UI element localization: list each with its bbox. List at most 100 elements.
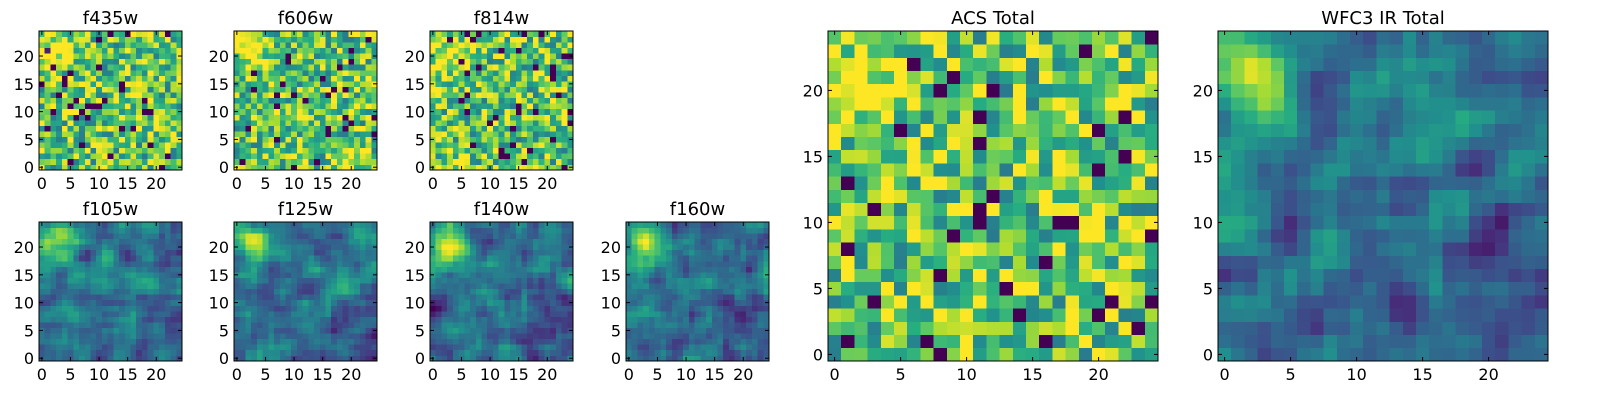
heatmap-cell: [452, 227, 459, 234]
heatmap-cell: [153, 305, 160, 312]
heatmap-cell: [666, 249, 673, 256]
heatmap-cell: [90, 97, 97, 104]
heatmap-cell: [354, 108, 361, 115]
heatmap-cell: [84, 238, 91, 245]
heatmap-cell: [268, 349, 275, 356]
heatmap-cell: [50, 338, 57, 345]
heatmap-cell: [470, 75, 477, 82]
heatmap-cell: [538, 333, 545, 340]
heatmap-cell: [319, 322, 326, 328]
heatmap-cell: [452, 81, 459, 87]
heatmap-cell: [532, 277, 540, 284]
heatmap-cell: [342, 349, 349, 356]
heatmap-cell: [73, 164, 80, 171]
heatmap-cell: [880, 242, 895, 256]
heatmap-cell: [342, 136, 349, 143]
heatmap-cell: [239, 227, 246, 234]
heatmap-cell: [867, 242, 882, 256]
heatmap-cell: [73, 158, 80, 165]
heatmap-cell: [256, 249, 263, 256]
heatmap-cell: [470, 97, 477, 104]
heatmap-cell: [39, 333, 46, 340]
heatmap-cell: [527, 277, 534, 284]
heatmap-cell: [1052, 202, 1066, 217]
heatmap-cell: [239, 322, 246, 328]
heatmap-cell: [435, 31, 442, 37]
heatmap-cell: [626, 305, 633, 312]
heatmap-cell: [430, 238, 437, 245]
heatmap-cell: [325, 288, 332, 295]
heatmap-cell: [946, 202, 961, 217]
heatmap-cell: [544, 64, 551, 71]
heatmap-cell: [515, 147, 522, 154]
heatmap-cell: [39, 86, 46, 93]
heatmap-cell: [854, 176, 868, 190]
heatmap-cell: [147, 222, 154, 228]
y-tick-label: 15: [405, 266, 425, 285]
heatmap-cell: [67, 53, 74, 60]
heatmap-cell: [458, 147, 465, 154]
heatmap-cell: [521, 266, 528, 273]
heatmap-cell: [285, 355, 292, 362]
heatmap-cell: [504, 142, 511, 149]
heatmap-cell: [153, 119, 160, 126]
heatmap-cell: [44, 147, 51, 154]
heatmap-cell: [1144, 202, 1159, 217]
heatmap-cell: [159, 31, 166, 37]
heatmap-cell: [113, 288, 120, 295]
heatmap-cell: [101, 310, 108, 317]
heatmap-cell: [933, 229, 948, 243]
heatmap-cell: [354, 349, 361, 356]
heatmap-cell: [170, 222, 177, 228]
x-tick-label: 15: [312, 174, 332, 193]
heatmap-cell: [325, 316, 332, 323]
heatmap-cell: [487, 42, 494, 49]
heatmap-cell: [492, 283, 499, 290]
heatmap-cell: [302, 310, 309, 317]
y-tick-label: 20: [14, 47, 34, 66]
heatmap-cell: [470, 260, 477, 267]
heatmap-cell: [907, 176, 921, 190]
heatmap-cell: [527, 238, 534, 245]
heatmap-cell: [711, 299, 718, 306]
heatmap-cell: [694, 299, 701, 306]
heatmap-cell: [308, 349, 315, 356]
heatmap-cell: [751, 299, 758, 306]
heatmap-cell: [153, 249, 160, 256]
heatmap-cell: [325, 310, 332, 317]
heatmap-cell: [101, 58, 108, 65]
y-tick-label: 15: [14, 266, 34, 285]
heatmap-cell: [498, 119, 505, 126]
heatmap-cell: [470, 125, 477, 132]
heatmap-cell: [430, 233, 437, 240]
heatmap-cell: [56, 277, 63, 284]
heatmap-cell: [746, 244, 753, 251]
heatmap-cell: [538, 103, 545, 110]
heatmap-cell: [631, 222, 638, 228]
heatmap-cell: [67, 136, 74, 143]
heatmap-cell: [561, 64, 568, 71]
heatmap-cell: [61, 327, 68, 334]
heatmap-cell: [527, 164, 534, 171]
heatmap-cell: [279, 305, 286, 312]
heatmap-cell: [435, 277, 442, 284]
heatmap-cell: [234, 119, 241, 126]
heatmap-cell: [561, 36, 568, 43]
heatmap-cell: [147, 64, 154, 71]
heatmap-cell: [147, 53, 154, 60]
heatmap-cell: [130, 244, 137, 251]
heatmap-cell: [487, 249, 494, 256]
heatmap-cell: [430, 97, 437, 104]
heatmap-cell: [475, 233, 482, 240]
heatmap-cell: [1092, 281, 1106, 296]
heatmap-cell: [119, 64, 126, 71]
heatmap-cell: [268, 227, 275, 234]
heatmap-cell: [555, 36, 562, 43]
heatmap-cell: [660, 310, 667, 317]
heatmap-cell: [688, 260, 695, 267]
heatmap-cell: [504, 64, 511, 71]
heatmap-cell: [234, 310, 241, 317]
heatmap-cell: [631, 294, 638, 301]
heatmap-cell: [256, 333, 263, 340]
